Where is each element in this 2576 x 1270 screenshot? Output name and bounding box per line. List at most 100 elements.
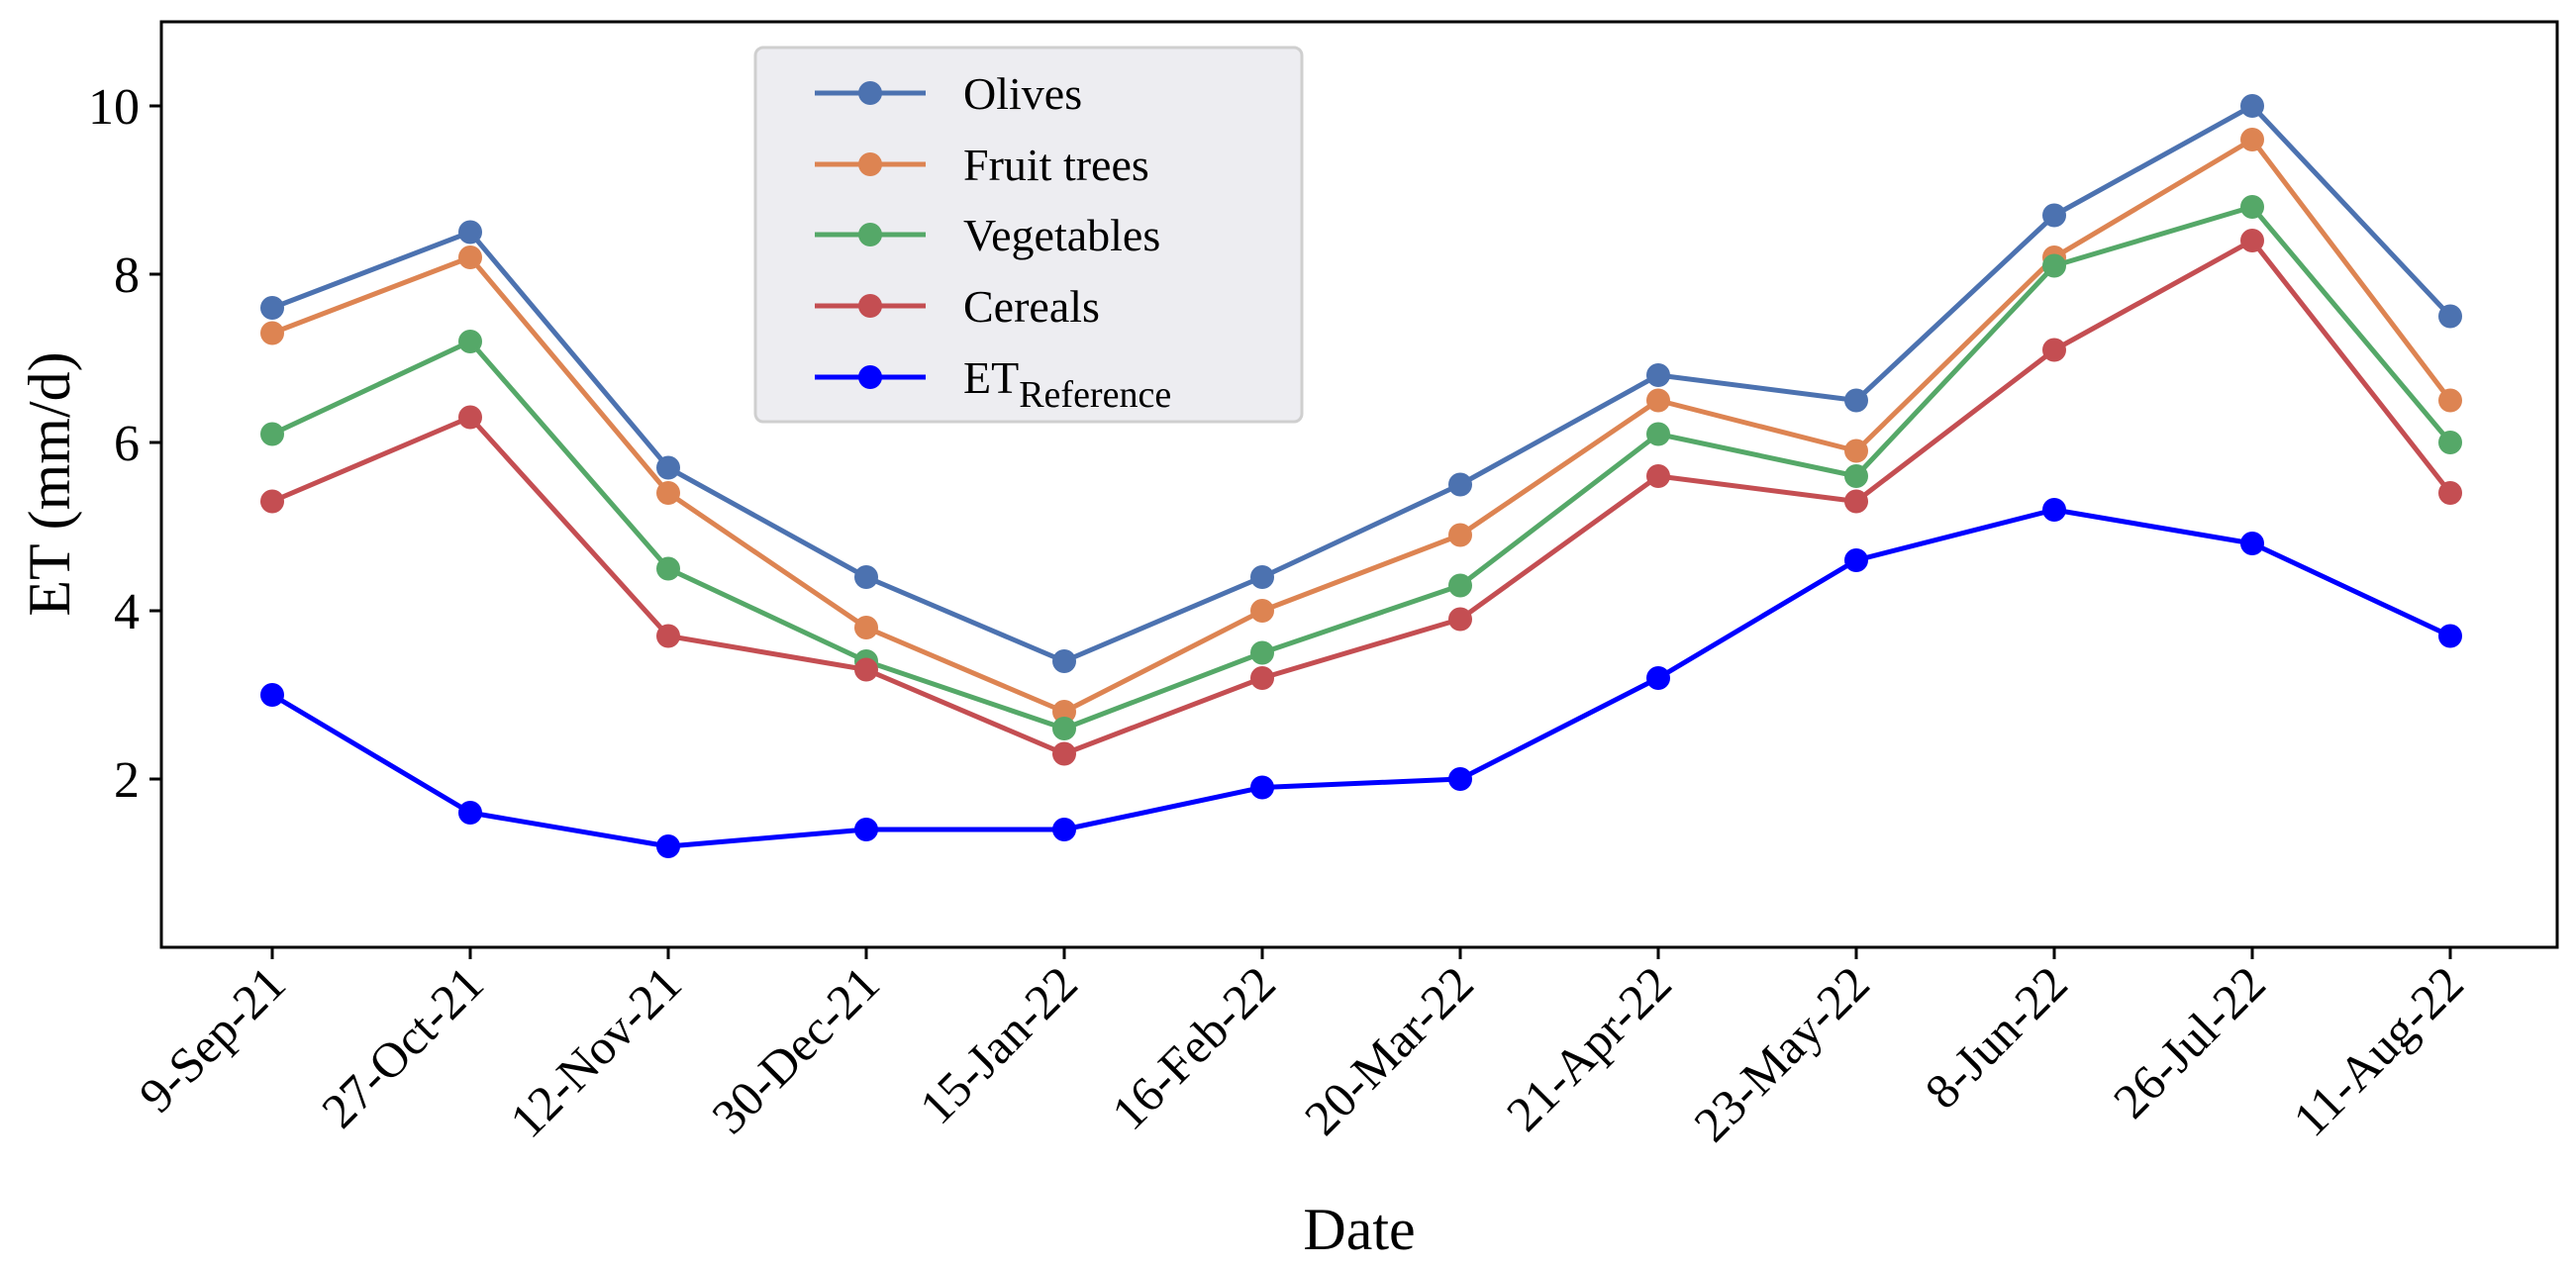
x-tick-label: 16-Feb-22 — [1101, 955, 1286, 1140]
legend-entry: Cereals — [815, 281, 1100, 332]
data-point — [2438, 431, 2462, 454]
x-tick-label: 15-Jan-22 — [909, 955, 1088, 1134]
legend-box — [753, 46, 1304, 424]
data-point — [1448, 523, 1472, 547]
y-tick-label: 10 — [88, 79, 140, 136]
legend-label-text: ET — [963, 352, 1019, 403]
y-tick-label: 2 — [114, 752, 140, 809]
x-tick-label: 23-May-22 — [1683, 955, 1880, 1152]
data-point — [2438, 304, 2462, 329]
data-point — [1646, 666, 1670, 690]
data-point — [260, 321, 284, 345]
data-point — [1448, 767, 1472, 791]
data-point — [1052, 649, 1076, 673]
series-et — [260, 498, 2462, 858]
legend-swatch-marker — [858, 294, 882, 318]
x-axis: 9-Sep-21 27-Oct-21 12-Nov-21 30-Dec-21 15-Ja… — [129, 947, 2474, 1152]
plot-area-frame — [159, 20, 2559, 949]
data-point — [2240, 195, 2264, 219]
legend-label-text: Vegetables — [963, 210, 1160, 260]
data-point — [1844, 548, 1868, 572]
series-line — [271, 238, 2452, 756]
legend-label-subscript: Reference — [1019, 374, 1171, 416]
x-tick-label: 11-Aug-22 — [2282, 955, 2473, 1146]
y-axis-title: ET (mm/d) — [17, 351, 82, 616]
data-point — [2438, 624, 2462, 648]
legend-label: Olives — [963, 68, 1082, 119]
data-point — [1448, 607, 1472, 632]
data-point — [1250, 565, 1274, 589]
legend-label: Cereals — [963, 281, 1100, 332]
data-point — [458, 801, 482, 825]
data-point — [2042, 498, 2066, 522]
legend-label: Vegetables — [963, 210, 1160, 260]
data-point — [656, 481, 680, 505]
data-point — [1448, 573, 1472, 598]
data-point — [1646, 422, 1670, 446]
data-point — [854, 818, 878, 841]
legend-entry: Olives — [815, 68, 1082, 119]
data-point — [1844, 489, 1868, 514]
series-olives — [260, 94, 2462, 673]
data-point — [656, 455, 680, 480]
data-point — [458, 330, 482, 353]
legend-entry: ETReference — [815, 352, 1171, 416]
x-tick-label: 27-Oct-21 — [311, 955, 494, 1138]
data-point — [2240, 229, 2264, 252]
legend-swatch-marker — [858, 223, 882, 246]
legend-swatch-marker — [858, 365, 882, 389]
data-point — [1844, 464, 1868, 488]
data-point — [1052, 717, 1076, 740]
legend-label-text: Olives — [963, 68, 1082, 119]
series-cereals — [260, 229, 2462, 766]
data-point — [2042, 253, 2066, 278]
series-line — [270, 204, 2452, 732]
y-tick-label: 8 — [114, 247, 140, 304]
x-axis-title: Date — [1303, 1197, 1415, 1262]
legend-label-text: Fruit trees — [963, 140, 1149, 190]
data-point — [1052, 700, 1076, 724]
data-point — [1646, 464, 1670, 488]
data-point — [1052, 818, 1076, 841]
data-point — [2042, 203, 2066, 228]
data-point — [458, 220, 482, 244]
y-axis: 2 4 6 8 10 — [88, 79, 161, 809]
data-point — [260, 683, 284, 707]
legend-label: ETReference — [963, 352, 1171, 416]
data-point — [656, 624, 680, 648]
x-tick-label: 21-Apr-22 — [1496, 955, 1682, 1141]
x-tick-label: 20-Mar-22 — [1294, 955, 1484, 1145]
data-point — [2240, 94, 2264, 118]
series-line — [271, 137, 2452, 715]
data-point — [260, 422, 284, 446]
series-vegetables — [260, 195, 2462, 740]
series-fruit-trees — [260, 128, 2462, 724]
series-line — [271, 103, 2452, 664]
data-point — [656, 834, 680, 858]
data-point — [2240, 128, 2264, 151]
data-point — [1448, 472, 1472, 497]
data-point — [1844, 439, 1868, 463]
data-point — [1646, 388, 1670, 413]
data-point — [854, 565, 878, 589]
y-tick-label: 4 — [114, 584, 140, 640]
data-point — [1250, 775, 1274, 800]
data-point — [1250, 640, 1274, 665]
data-point — [458, 245, 482, 269]
data-point — [2438, 388, 2462, 413]
data-point — [1052, 741, 1076, 766]
data-point — [260, 296, 284, 320]
legend-entry: Fruit trees — [815, 140, 1149, 190]
data-point — [854, 616, 878, 639]
series-layer — [260, 94, 2462, 858]
data-point — [656, 556, 680, 581]
legend-label-text: Cereals — [963, 281, 1100, 332]
legend: Olives Fruit trees Vegetables Cereals ETRefe… — [753, 46, 1304, 424]
data-point — [854, 657, 878, 682]
data-point — [2042, 338, 2066, 362]
data-point — [2240, 532, 2264, 555]
legend-entry: Vegetables — [815, 210, 1160, 260]
x-tick-label: 8-Jun-22 — [1914, 955, 2077, 1119]
data-point — [1250, 666, 1274, 690]
